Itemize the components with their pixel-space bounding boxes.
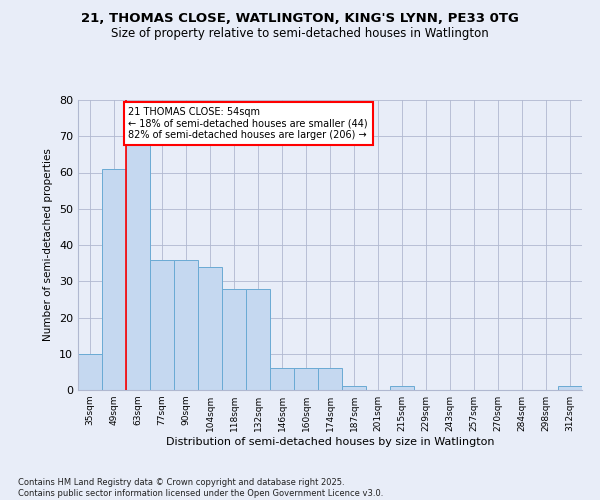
Y-axis label: Number of semi-detached properties: Number of semi-detached properties <box>43 148 53 342</box>
Bar <box>150 260 174 390</box>
Text: 21 THOMAS CLOSE: 54sqm
← 18% of semi-detached houses are smaller (44)
82% of sem: 21 THOMAS CLOSE: 54sqm ← 18% of semi-det… <box>128 108 368 140</box>
Bar <box>558 386 582 390</box>
Bar <box>246 288 270 390</box>
Bar <box>270 368 294 390</box>
Bar <box>222 288 246 390</box>
Bar <box>102 169 126 390</box>
Text: 21, THOMAS CLOSE, WATLINGTON, KING'S LYNN, PE33 0TG: 21, THOMAS CLOSE, WATLINGTON, KING'S LYN… <box>81 12 519 26</box>
Bar <box>318 368 342 390</box>
Bar <box>78 354 102 390</box>
Bar <box>342 386 366 390</box>
Bar <box>174 260 198 390</box>
Bar <box>126 144 150 390</box>
X-axis label: Distribution of semi-detached houses by size in Watlington: Distribution of semi-detached houses by … <box>166 437 494 447</box>
Text: Size of property relative to semi-detached houses in Watlington: Size of property relative to semi-detach… <box>111 28 489 40</box>
Text: Contains HM Land Registry data © Crown copyright and database right 2025.
Contai: Contains HM Land Registry data © Crown c… <box>18 478 383 498</box>
Bar <box>390 386 414 390</box>
Bar <box>294 368 318 390</box>
Bar <box>198 267 222 390</box>
